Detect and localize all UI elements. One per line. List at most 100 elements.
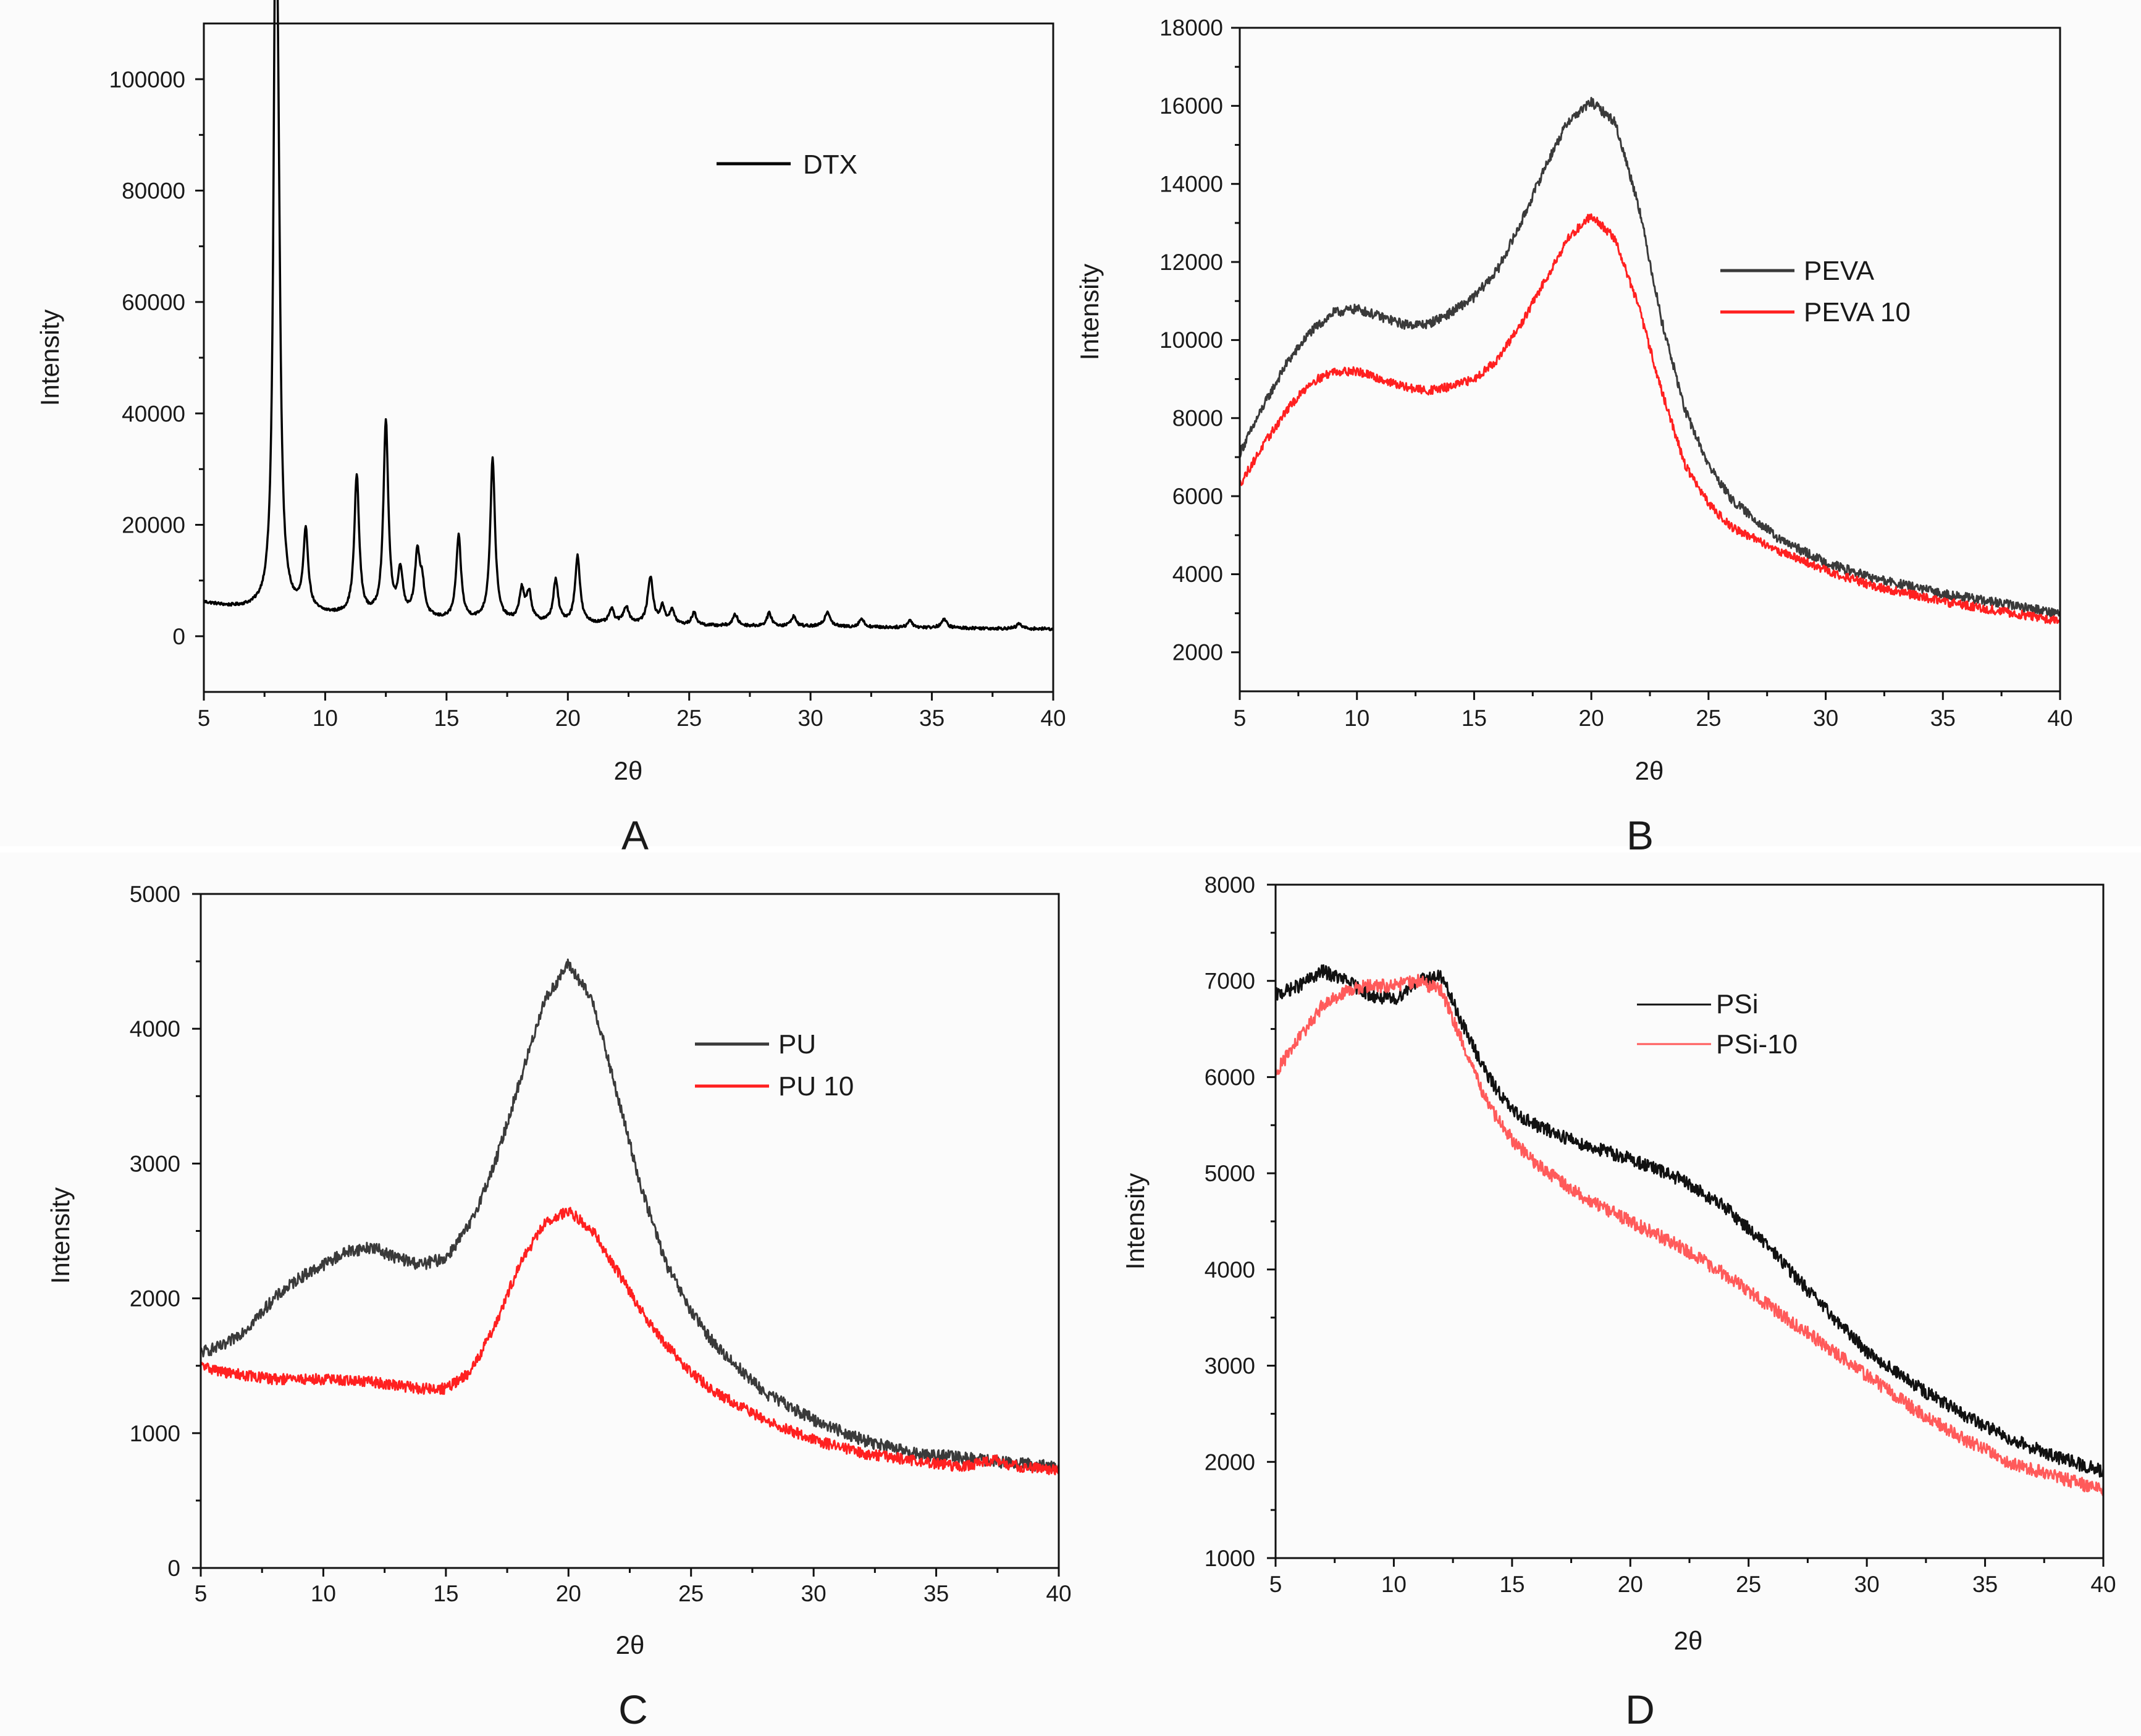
- panel-d-x-tick-labels: 5 10 15 20 25 30 35 40: [1269, 1572, 2116, 1597]
- panel-a-x-tick-label: 25: [676, 706, 702, 731]
- panel-d-letter: D: [1625, 1687, 1655, 1732]
- panel-c-x-tick-label: 10: [311, 1581, 336, 1606]
- panel-a-x-tick-label: 20: [555, 706, 581, 731]
- series-line-psi-10: [1274, 974, 2105, 1496]
- panel-b-plot-area: [1239, 96, 2061, 625]
- panel-c-y-tick-label: 4000: [130, 1016, 180, 1042]
- panel-c-x-tick-label: 5: [195, 1581, 208, 1606]
- panel-b-x-tick-labels: 5 10 15 20 25 30 35 40: [1234, 706, 2073, 731]
- series-line-peva-10: [1239, 213, 2061, 625]
- panel-a-legend: DTX: [717, 150, 857, 180]
- panel-b-letter: B: [1626, 812, 1654, 858]
- panel-b-ticks: [1231, 27, 2061, 700]
- panel-b-x-tick-label: 20: [1579, 706, 1604, 731]
- panel-c-x-tick-label: 40: [1046, 1581, 1071, 1606]
- panel-c-plot-area: [200, 958, 1060, 1476]
- panel-a-x-tick-label: 15: [434, 706, 459, 731]
- panel-b-y-axis-label: Intensity: [1075, 264, 1104, 360]
- panel-a-ticks: [195, 78, 1054, 701]
- panel-c-x-tick-labels: 5 10 15 20 25 30 35 40: [195, 1581, 1072, 1606]
- panel-b-y-tick-label: 10000: [1159, 327, 1223, 353]
- panel-b-y-tick-label: 6000: [1172, 484, 1223, 509]
- panel-d-x-tick-label: 15: [1499, 1572, 1525, 1597]
- panel-a-y-tick-label: 20000: [122, 513, 185, 538]
- panel-d-x-tick-label: 5: [1269, 1572, 1282, 1597]
- panel-b-y-tick-labels: 2000 4000 6000 8000 10000 12000 14000 16…: [1159, 15, 1223, 665]
- panel-d-y-tick-labels: 1000 2000 3000 4000 5000 6000 7000 8000: [1205, 872, 1255, 1571]
- panel-d-x-axis-label: 2θ: [1674, 1626, 1703, 1655]
- panel-a-x-axis-label: 2θ: [614, 756, 643, 785]
- panel-b-x-tick-label: 5: [1234, 706, 1247, 731]
- panel-b-y-tick-label: 16000: [1159, 93, 1223, 119]
- panel-a-x-tick-label: 10: [313, 706, 338, 731]
- panel-c-legend-label-pu-10: PU 10: [778, 1071, 854, 1102]
- panel-a-x-tick-label: 40: [1040, 706, 1066, 731]
- panel-b-legend: PEVA PEVA 10: [1720, 256, 1911, 327]
- panel-b-y-tick-label: 2000: [1172, 640, 1223, 665]
- panel-c-y-tick-label: 5000: [130, 882, 180, 907]
- panel-c-x-tick-label: 20: [556, 1581, 581, 1606]
- panel-d-y-tick-label: 5000: [1205, 1161, 1255, 1186]
- panel-d-y-tick-label: 8000: [1205, 872, 1255, 898]
- panel-d-x-tick-label: 30: [1854, 1572, 1880, 1597]
- panel-c-y-tick-label: 0: [167, 1556, 180, 1581]
- panel-a-x-tick-labels: 5 10 15 20 25 30 35 40: [198, 706, 1066, 731]
- panel-d-x-tick-label: 40: [2090, 1572, 2116, 1597]
- panel-a-y-axis-label: Intensity: [35, 310, 64, 406]
- panel-b-x-tick-label: 10: [1344, 706, 1369, 731]
- panel-d-y-tick-label: 1000: [1205, 1546, 1255, 1571]
- panel-c-y-tick-labels: 0 1000 2000 3000 4000 5000: [130, 882, 180, 1581]
- panel-b-y-tick-label: 18000: [1159, 15, 1223, 41]
- panel-d-ticks: [1267, 883, 2105, 1567]
- panel-c-y-axis-label: Intensity: [46, 1187, 75, 1284]
- panel-d-y-tick-label: 7000: [1205, 969, 1255, 994]
- panel-a-y-tick-label: 100000: [109, 67, 185, 92]
- panel-c-x-tick-label: 30: [801, 1581, 827, 1606]
- panel-d-legend-label-psi-10: PSi-10: [1716, 1029, 1798, 1060]
- panel-c-x-tick-label: 25: [678, 1581, 704, 1606]
- panel-c-x-tick-label: 35: [923, 1581, 949, 1606]
- panel-d-x-tick-label: 10: [1381, 1572, 1407, 1597]
- panel-d-y-axis-label: Intensity: [1121, 1173, 1150, 1270]
- panel-b-x-tick-label: 25: [1696, 706, 1721, 731]
- panel-b-y-tick-label: 8000: [1172, 406, 1223, 431]
- series-line-pu-10: [200, 1207, 1060, 1476]
- panel-a-y-tick-label: 80000: [122, 179, 185, 204]
- panel-c-legend-label-pu: PU: [778, 1029, 816, 1060]
- panel-a-x-tick-label: 35: [919, 706, 944, 731]
- panel-d-x-tick-label: 20: [1618, 1572, 1643, 1597]
- panel-d-legend-label-psi: PSi: [1716, 989, 1758, 1019]
- panel-c: 5 10 15 20 25 30 35 40 0 1000 2000 3000 …: [0, 853, 1072, 1736]
- panel-b-x-axis-label: 2θ: [1635, 756, 1664, 785]
- panel-b-x-tick-label: 30: [1813, 706, 1838, 731]
- panel-c-x-tick-label: 15: [433, 1581, 458, 1606]
- panel-b-legend-label-peva: PEVA: [1804, 256, 1875, 286]
- panel-b-y-tick-label: 4000: [1172, 562, 1223, 587]
- panel-b: 5 10 15 20 25 30 35 40 2000 4000 6000 80…: [1072, 0, 2141, 858]
- panel-a-letter: A: [621, 812, 649, 858]
- panel-b-x-tick-label: 35: [1930, 706, 1956, 731]
- panel-a-y-tick-labels: 0 20000 40000 60000 80000 100000: [109, 67, 185, 649]
- panel-d-x-tick-label: 25: [1736, 1572, 1761, 1597]
- panel-a-y-tick-label: 40000: [122, 401, 185, 426]
- panel-d-y-tick-label: 3000: [1205, 1354, 1255, 1379]
- panel-c-y-tick-label: 3000: [130, 1151, 180, 1176]
- panel-d-plot-area: [1274, 964, 2105, 1496]
- panel-d-legend: PSi PSi-10: [1637, 989, 1798, 1060]
- panel-b-x-tick-label: 40: [2047, 706, 2072, 731]
- panel-b-x-tick-label: 15: [1462, 706, 1487, 731]
- panel-a-legend-label-dtx: DTX: [803, 150, 857, 180]
- panel-b-legend-label-peva-10: PEVA 10: [1804, 297, 1911, 327]
- series-line-peva: [1239, 96, 2061, 617]
- panel-b-y-tick-label: 14000: [1159, 171, 1223, 196]
- panel-a-y-tick-label: 60000: [122, 290, 185, 315]
- series-line-dtx: [203, 0, 1054, 631]
- panel-a-y-tick-label: 0: [172, 624, 185, 649]
- panel-b-y-tick-label: 12000: [1159, 250, 1223, 275]
- panel-d-y-tick-label: 4000: [1205, 1257, 1255, 1283]
- panel-a-plot-area: [203, 0, 1054, 631]
- panel-d-y-tick-label: 6000: [1205, 1064, 1255, 1090]
- panel-c-y-tick-label: 2000: [130, 1286, 180, 1312]
- panel-a-x-tick-label: 5: [198, 706, 211, 731]
